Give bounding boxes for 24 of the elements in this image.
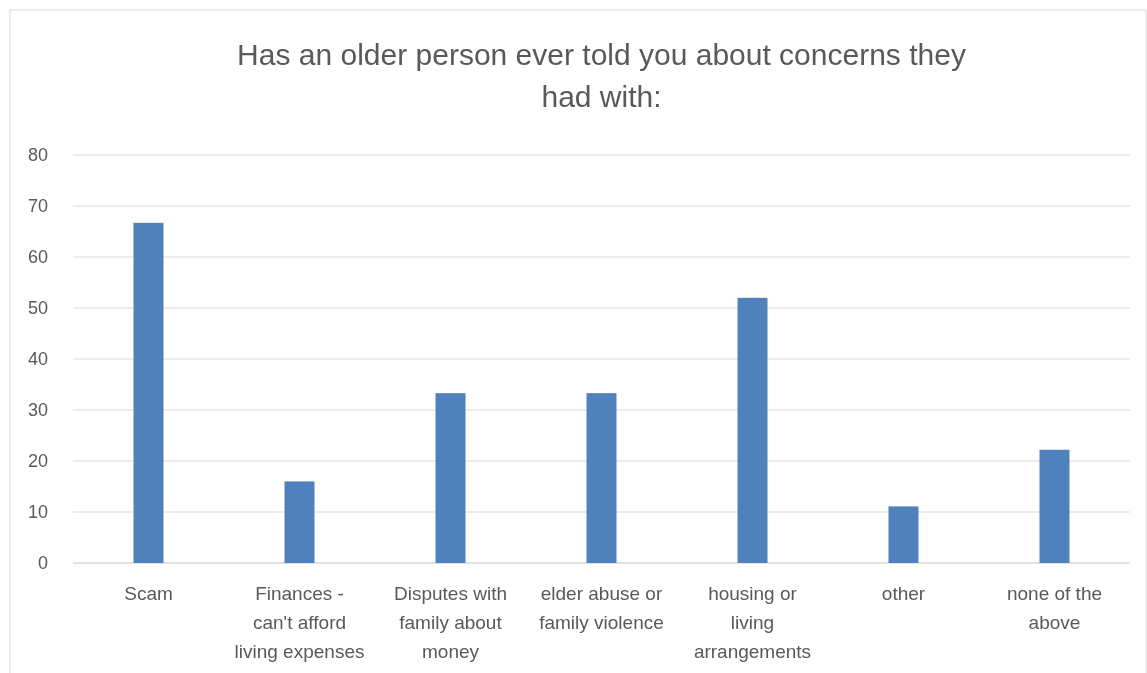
bar [1039, 449, 1070, 563]
x-tick-label: housing or living arrangements [693, 583, 812, 662]
x-tick-label: elder abuse or family violence [539, 583, 664, 633]
y-tick-label: 40 [27, 349, 48, 370]
bar [435, 393, 466, 563]
bar [133, 222, 164, 563]
y-tick-label: 60 [27, 247, 48, 268]
x-tick-label: Disputes with family about money [394, 583, 507, 662]
bar [586, 393, 617, 563]
y-tick-label: 20 [27, 451, 48, 472]
chart-title: Has an older person ever told you about concerns they had with: [237, 38, 966, 113]
bar [284, 481, 315, 563]
x-tick-label: other [881, 583, 926, 604]
y-tick-label: 70 [27, 196, 48, 217]
y-tick-label: 30 [27, 400, 48, 421]
bar [888, 506, 919, 563]
bar [737, 297, 768, 563]
y-tick-label: 80 [27, 145, 48, 166]
y-tick-label: 10 [27, 502, 48, 523]
x-tick-label: Scam [124, 583, 173, 604]
y-tick-label: 50 [27, 298, 48, 319]
y-tick-label: 0 [37, 553, 48, 574]
x-tick-label: Finances - can't afford living expenses [234, 583, 365, 662]
x-tick-label: none of the above [1006, 583, 1103, 633]
